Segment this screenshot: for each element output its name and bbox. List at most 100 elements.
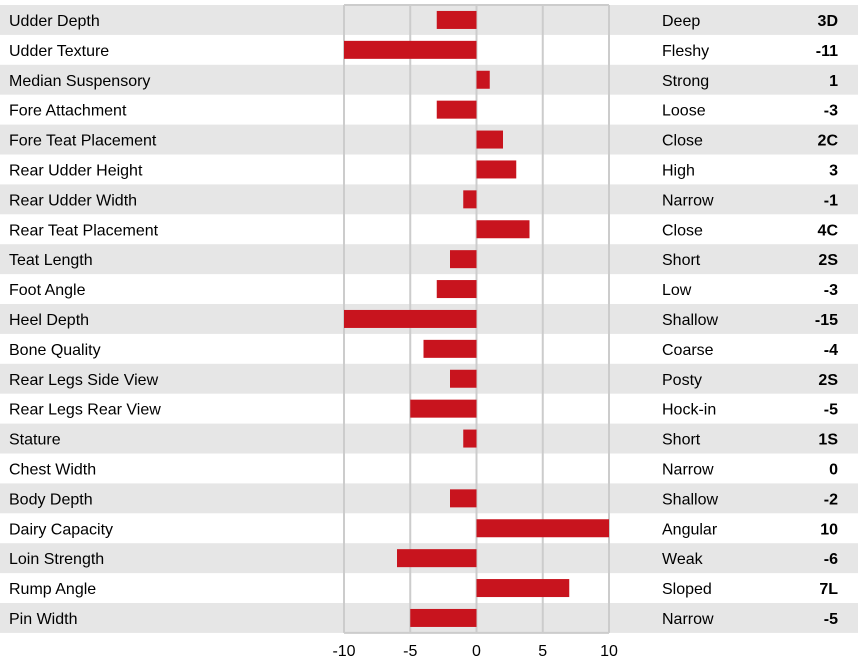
description-label: Shallow (662, 491, 718, 508)
trait-label: Rear Teat Placement (9, 222, 159, 239)
trait-label: Pin Width (9, 611, 77, 628)
value-labels: 3D -11 1 -3 2C 3 -1 4C 2S -3 -15 -4 2S -5 1S 0 -2 10 -6 7L -… (815, 13, 839, 628)
description-label: Short (662, 252, 701, 269)
trait-label: Foot Angle (9, 282, 86, 299)
value-label: 1S (818, 432, 838, 449)
row-stripes (0, 5, 858, 633)
row-stripe (0, 5, 858, 35)
row-stripe (0, 64, 858, 95)
value-label: -5 (824, 611, 838, 628)
x-tick-label: -5 (403, 643, 417, 660)
bar (476, 160, 517, 179)
description-label: Sloped (662, 581, 712, 598)
x-tick-label: 0 (472, 643, 481, 660)
description-label: Narrow (662, 611, 714, 628)
value-label: -15 (815, 312, 838, 329)
trait-label: Chest Width (9, 461, 96, 478)
row-stripe (0, 184, 858, 215)
row-stripe (0, 124, 858, 155)
value-label: 2S (818, 252, 838, 269)
bar (476, 220, 530, 239)
trait-label: Teat Length (9, 252, 93, 269)
description-label: Coarse (662, 342, 714, 359)
x-axis-ticks: -10 -5 0 5 10 (332, 643, 618, 660)
description-label: Loose (662, 103, 706, 120)
value-label: 0 (829, 461, 838, 478)
value-label: 3 (829, 162, 838, 179)
x-tick-label: 10 (600, 643, 618, 660)
trait-labels: Udder Depth Udder Texture Median Suspensor… (9, 13, 161, 628)
plot-area (343, 4, 610, 634)
trait-label: Rear Udder Height (9, 162, 143, 179)
bar (436, 10, 477, 29)
trait-label: Stature (9, 432, 61, 449)
bar (463, 190, 477, 209)
description-label: Shallow (662, 312, 718, 329)
value-label: -11 (816, 43, 838, 60)
value-label: -2 (824, 491, 838, 508)
row-stripe (0, 423, 858, 454)
bar (344, 40, 477, 59)
row-stripe (0, 244, 858, 275)
trait-label: Median Suspensory (9, 73, 150, 90)
bar (476, 70, 490, 89)
description-label: Narrow (662, 192, 714, 209)
description-label: Short (662, 432, 701, 449)
trait-label: Rump Angle (9, 581, 96, 598)
description-label: Angular (662, 521, 718, 538)
value-label: -1 (824, 192, 838, 209)
trait-label: Bone Quality (9, 342, 101, 359)
description-label: Fleshy (662, 43, 709, 60)
trait-label: Loin Strength (9, 551, 104, 568)
x-tick-label: -10 (332, 643, 355, 660)
trait-label: Fore Attachment (9, 103, 127, 120)
x-tick-label: 5 (538, 643, 547, 660)
bar (436, 280, 477, 299)
bar (423, 339, 477, 358)
description-label: Close (662, 222, 703, 239)
row-stripe (0, 363, 858, 394)
trait-label: Udder Depth (9, 13, 100, 30)
description-label: Deep (662, 13, 700, 30)
description-label: Weak (662, 551, 704, 568)
value-label: 3D (818, 13, 838, 30)
description-label: Narrow (662, 461, 714, 478)
trait-label: Fore Teat Placement (9, 133, 157, 150)
bar (476, 130, 503, 149)
value-label: -5 (824, 402, 838, 419)
description-label: Low (662, 282, 692, 299)
value-label: -4 (824, 342, 838, 359)
bar (344, 309, 477, 328)
trait-label: Rear Legs Side View (9, 372, 159, 389)
description-label: Close (662, 133, 703, 150)
row-stripe (0, 483, 858, 514)
value-label: -6 (824, 551, 838, 568)
bar (397, 549, 477, 568)
bar (450, 250, 477, 269)
value-label: 2S (818, 372, 838, 389)
bar (450, 369, 477, 388)
trait-label: Udder Texture (9, 43, 109, 60)
bar (436, 100, 477, 119)
description-label: Hock-in (662, 402, 716, 419)
value-label: 2C (818, 133, 839, 150)
bar (476, 519, 609, 538)
value-label: 1 (829, 73, 838, 90)
bar (410, 399, 477, 418)
trait-label: Dairy Capacity (9, 521, 113, 538)
trait-label: Body Depth (9, 491, 93, 508)
bar (476, 579, 570, 598)
value-label: 10 (820, 521, 838, 538)
value-label: 4C (818, 222, 839, 239)
description-label: High (662, 162, 695, 179)
trait-label: Rear Udder Width (9, 192, 137, 209)
value-label: -3 (824, 282, 838, 299)
description-label: Strong (662, 73, 709, 90)
bar (450, 489, 477, 508)
value-label: 7L (819, 581, 838, 598)
value-label: -3 (824, 103, 838, 120)
bar (463, 429, 477, 448)
trait-label: Heel Depth (9, 312, 89, 329)
description-labels: Deep Fleshy Strong Loose Close High Narrow Clos… (662, 13, 718, 628)
